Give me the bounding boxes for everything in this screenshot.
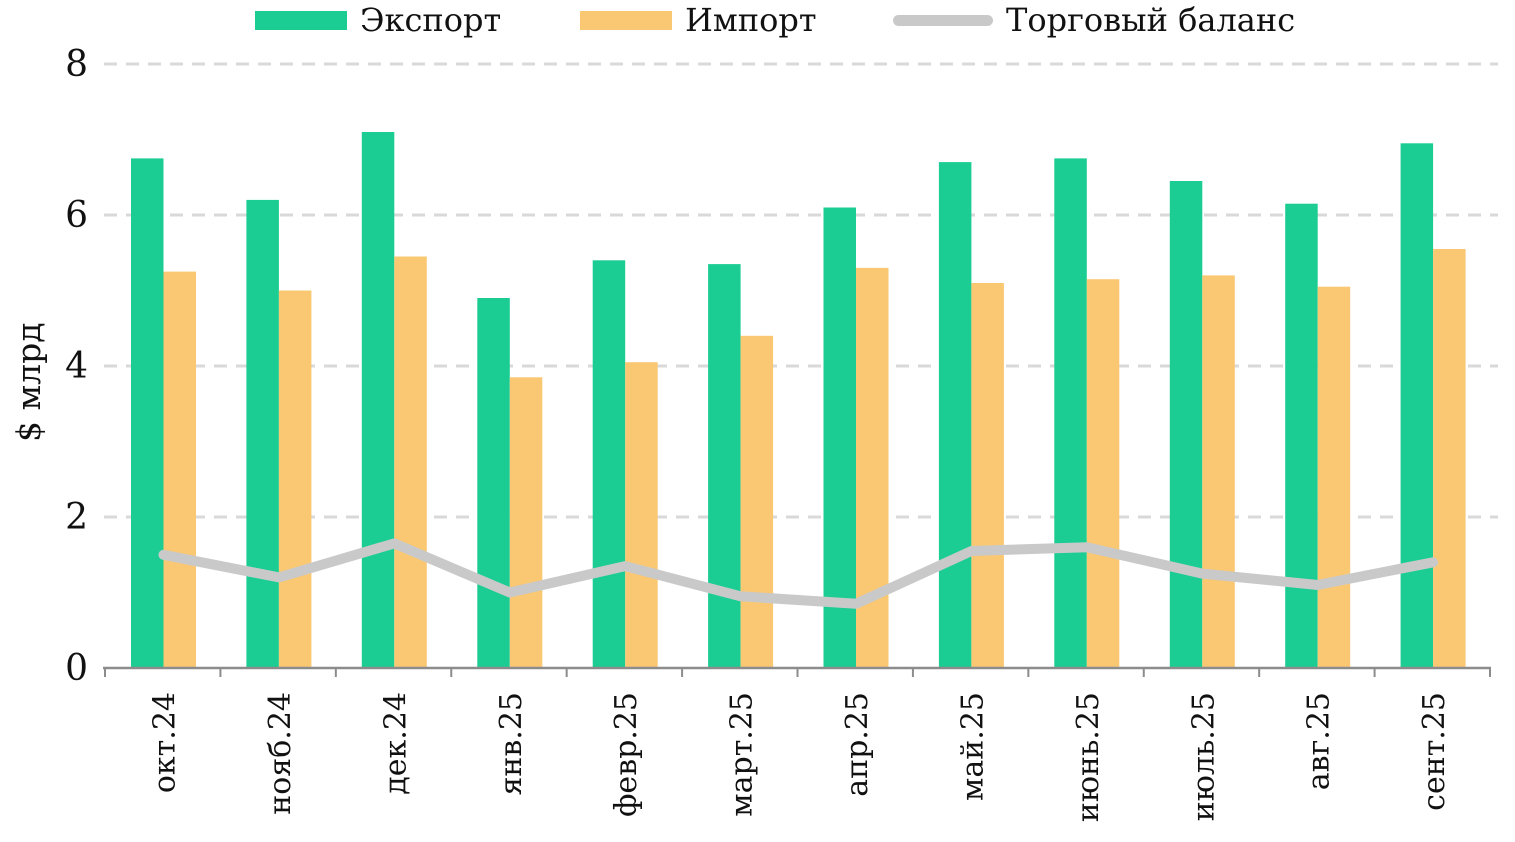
bar-import bbox=[740, 335, 774, 668]
bar-import bbox=[971, 283, 1004, 668]
x-tick-label: авг.25 bbox=[1302, 692, 1337, 790]
bar-export bbox=[477, 298, 510, 668]
x-tick-label: апр.25 bbox=[840, 692, 875, 797]
legend-item-export: Экспорт bbox=[255, 2, 501, 38]
bar-export bbox=[1400, 143, 1434, 669]
x-tick-label: окт.24 bbox=[148, 692, 183, 793]
bar-export bbox=[131, 158, 164, 668]
x-tick-label: февр.25 bbox=[609, 692, 644, 817]
x-tick-label: дек.24 bbox=[378, 692, 413, 795]
x-tick-label: июль.25 bbox=[1186, 692, 1221, 821]
bar-import bbox=[1317, 286, 1351, 668]
bar-export bbox=[938, 162, 972, 668]
bar-export bbox=[1285, 203, 1318, 668]
legend-label-import: Импорт bbox=[685, 1, 817, 39]
bar-export bbox=[246, 199, 279, 668]
bar-export bbox=[1054, 158, 1087, 668]
bar-export bbox=[1169, 181, 1203, 668]
export-swatch-icon bbox=[255, 10, 347, 30]
y-tick-label: 6 bbox=[65, 195, 88, 236]
legend-item-import: Импорт bbox=[580, 2, 817, 38]
bar-import bbox=[163, 271, 196, 668]
bar-import bbox=[278, 290, 312, 668]
x-tick-label: май.25 bbox=[955, 692, 990, 801]
legend-label-export: Экспорт bbox=[360, 1, 502, 39]
bar-import bbox=[1202, 275, 1235, 668]
x-tick-label: март.25 bbox=[725, 692, 760, 817]
bar-import bbox=[1433, 249, 1466, 668]
legend: Экспорт Импорт Торговый баланс bbox=[0, 0, 1515, 44]
x-tick-label: сент.25 bbox=[1417, 692, 1452, 811]
bar-import bbox=[394, 256, 427, 668]
balance-line-swatch-icon bbox=[893, 14, 993, 26]
legend-label-balance: Торговый баланс bbox=[1006, 1, 1296, 39]
bar-export bbox=[823, 207, 856, 668]
y-tick-label: 2 bbox=[65, 497, 88, 538]
legend-item-balance: Торговый баланс bbox=[893, 2, 1295, 38]
bar-import bbox=[625, 362, 658, 668]
x-tick-label: янв.25 bbox=[494, 692, 529, 796]
x-tick-label: июнь.25 bbox=[1071, 692, 1106, 822]
y-tick-label: 4 bbox=[65, 346, 88, 387]
import-swatch-icon bbox=[580, 10, 672, 30]
y-axis-title: $ млрд bbox=[9, 322, 48, 442]
balance-line bbox=[158, 538, 1439, 609]
bar-import bbox=[856, 267, 889, 668]
x-tick-label: нояб.24 bbox=[263, 692, 298, 815]
bar-import bbox=[509, 377, 543, 668]
bar-export bbox=[361, 132, 395, 668]
y-tick-label: 0 bbox=[65, 648, 88, 689]
bar-import bbox=[1086, 279, 1120, 668]
bar-export bbox=[708, 264, 741, 668]
y-tick-label: 8 bbox=[65, 44, 88, 85]
bar-export bbox=[592, 260, 626, 668]
